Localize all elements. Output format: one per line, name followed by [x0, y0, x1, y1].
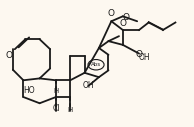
Text: Cl: Cl: [52, 104, 60, 113]
Text: O: O: [119, 19, 126, 28]
Text: O: O: [108, 9, 115, 18]
Text: H: H: [53, 88, 59, 94]
Text: HO: HO: [23, 86, 35, 95]
Text: OH: OH: [139, 53, 151, 62]
Text: O: O: [123, 13, 130, 22]
Text: H: H: [68, 107, 73, 113]
Text: O: O: [6, 51, 13, 60]
Text: Abs: Abs: [91, 62, 101, 67]
Text: OH: OH: [83, 81, 94, 90]
Text: O: O: [136, 50, 143, 59]
